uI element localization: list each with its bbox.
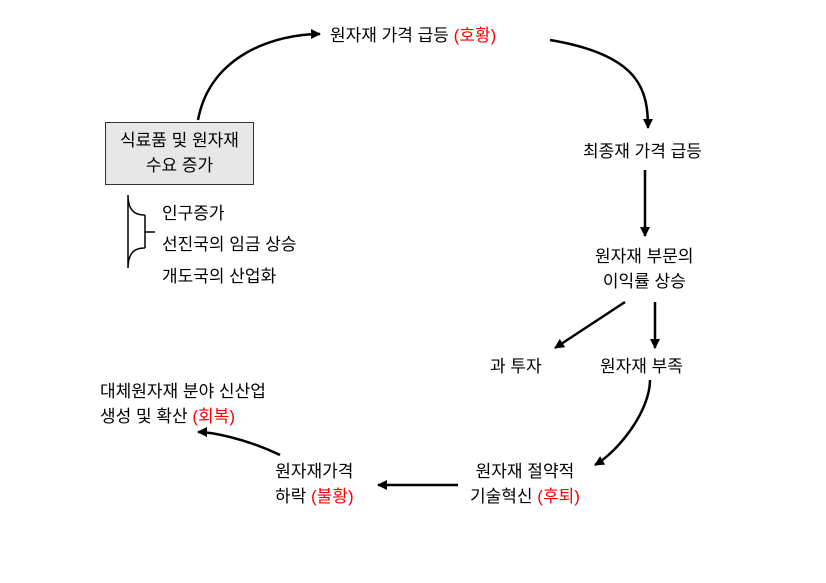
cause-item-0: 인구증가 [162,198,297,229]
node6-line2pre: 하락 [275,487,311,506]
node7-accent: (회복) [192,407,235,426]
node5-accent: (후퇴) [537,487,580,506]
node-final-price-surge: 최종재 가격 급등 [583,140,702,165]
node1-accent: (호황) [454,26,497,45]
node3-line1: 원자재 부문의 [595,247,694,266]
node-shortage: 원자재 부족 [600,355,683,380]
node6-line1: 원자재가격 [275,462,353,481]
node7-line2pre: 생성 및 확산 [100,407,192,426]
node-raw-price-surge: 원자재 가격 급등 (호황) [330,24,496,49]
node-tech-innovation: 원자재 절약적 기술혁신 (후퇴) [470,460,580,509]
flow-edges [0,0,826,583]
node4a-text: 과 투자 [490,357,542,376]
node1-text: 원자재 가격 급등 [330,26,454,45]
node-profit-rise: 원자재 부문의 이익률 상승 [595,245,694,294]
node-start-line2: 수요 증가 [146,156,213,175]
node-start-box: 식료품 및 원자재 수요 증가 [105,122,254,185]
node-new-industry: 대체원자재 분야 신산업 생성 및 확산 (회복) [100,380,266,429]
node2-text: 최종재 가격 급등 [583,142,702,161]
cause-list: 인구증가 선진국의 임금 상승 개도국의 산업화 [162,198,297,292]
node-price-fall: 원자재가격 하락 (불황) [275,460,354,509]
node-overinvest: 과 투자 [490,355,542,380]
node5-line1: 원자재 절약적 [476,462,575,481]
node4b-text: 원자재 부족 [600,357,683,376]
cause-item-1: 선진국의 임금 상승 [162,229,297,260]
node3-line2: 이익률 상승 [603,272,686,291]
cause-item-2: 개도국의 산업화 [162,261,297,292]
node6-accent: (불황) [311,487,354,506]
node-start-line1: 식료품 및 원자재 [120,131,239,150]
node7-line1: 대체원자재 분야 신산업 [100,382,266,401]
node5-line2pre: 기술혁신 [470,487,537,506]
